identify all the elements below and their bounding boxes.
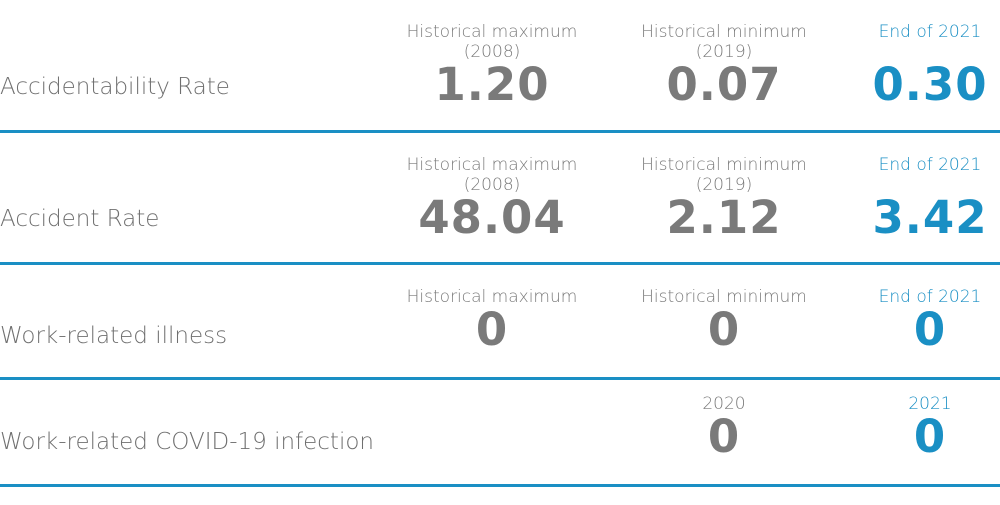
end-of-year-caption: End of 2021 <box>878 155 982 175</box>
historical-max-column: Historical maximum (2008) 1.20 <box>392 22 592 108</box>
historical-min-column: Historical minimum (2019) 0.07 <box>624 22 824 108</box>
historical-min-column: Historical minimum (2019) 2.12 <box>624 155 824 241</box>
metric-label: Accidentability Rate <box>0 74 230 100</box>
historical-max-caption: Historical maximum <box>406 287 578 307</box>
end-of-year-column: End of 2021 . 3.42 <box>860 155 1000 241</box>
historical-min-column: Historical minimum 0 <box>624 287 824 353</box>
metric-label: Work-related illness <box>0 323 228 349</box>
table-row: Accidentability Rate Historical maximum … <box>0 0 1000 133</box>
historical-max-year: (2008) <box>463 175 521 195</box>
historical-min-value: 0 <box>707 303 741 356</box>
historical-min-value: 2.12 <box>666 191 782 244</box>
historical-max-year: (2008) <box>463 42 521 62</box>
table-row: Work-related illness Historical maximum … <box>0 265 1000 380</box>
metric-label: Work-related COVID-19 infection <box>0 429 374 455</box>
historical-max-column: Historical maximum (2008) 48.04 <box>392 155 592 241</box>
table-row: Work-related COVID-19 infection 2020 0 2… <box>0 380 1000 487</box>
end-of-year-value: 0 <box>913 303 947 356</box>
historical-min-value: 0.07 <box>666 58 782 111</box>
end-of-year-value: 0.30 <box>872 58 988 111</box>
historical-max-value: 0 <box>475 303 509 356</box>
historical-max-caption: Historical maximum <box>406 155 578 175</box>
year-2020-column: 2020 0 <box>624 394 824 460</box>
year-2020-caption: 2020 <box>702 394 746 414</box>
year-2021-value: 0 <box>913 410 947 463</box>
end-of-year-value: 3.42 <box>872 191 988 244</box>
end-of-year-caption: End of 2021 <box>878 287 982 307</box>
historical-min-year: (2019) <box>695 175 753 195</box>
historical-max-column: Historical maximum 0 <box>392 287 592 353</box>
historical-max-value: 1.20 <box>434 58 550 111</box>
year-2021-caption: 2021 <box>908 394 952 414</box>
historical-max-caption: Historical maximum <box>406 22 578 42</box>
historical-max-value: 48.04 <box>418 191 566 244</box>
historical-min-year: (2019) <box>695 42 753 62</box>
historical-min-caption: Historical minimum <box>641 287 807 307</box>
metric-label: Accident Rate <box>0 206 160 232</box>
year-2021-column: 2021 0 <box>860 394 1000 460</box>
end-of-year-column: End of 2021 . 0.30 <box>860 22 1000 108</box>
year-2020-value: 0 <box>707 410 741 463</box>
end-of-year-caption: End of 2021 <box>878 22 982 42</box>
end-of-year-column: End of 2021 0 <box>860 287 1000 353</box>
historical-min-caption: Historical minimum <box>641 22 807 42</box>
table-row: Accident Rate Historical maximum (2008) … <box>0 133 1000 265</box>
historical-min-caption: Historical minimum <box>641 155 807 175</box>
